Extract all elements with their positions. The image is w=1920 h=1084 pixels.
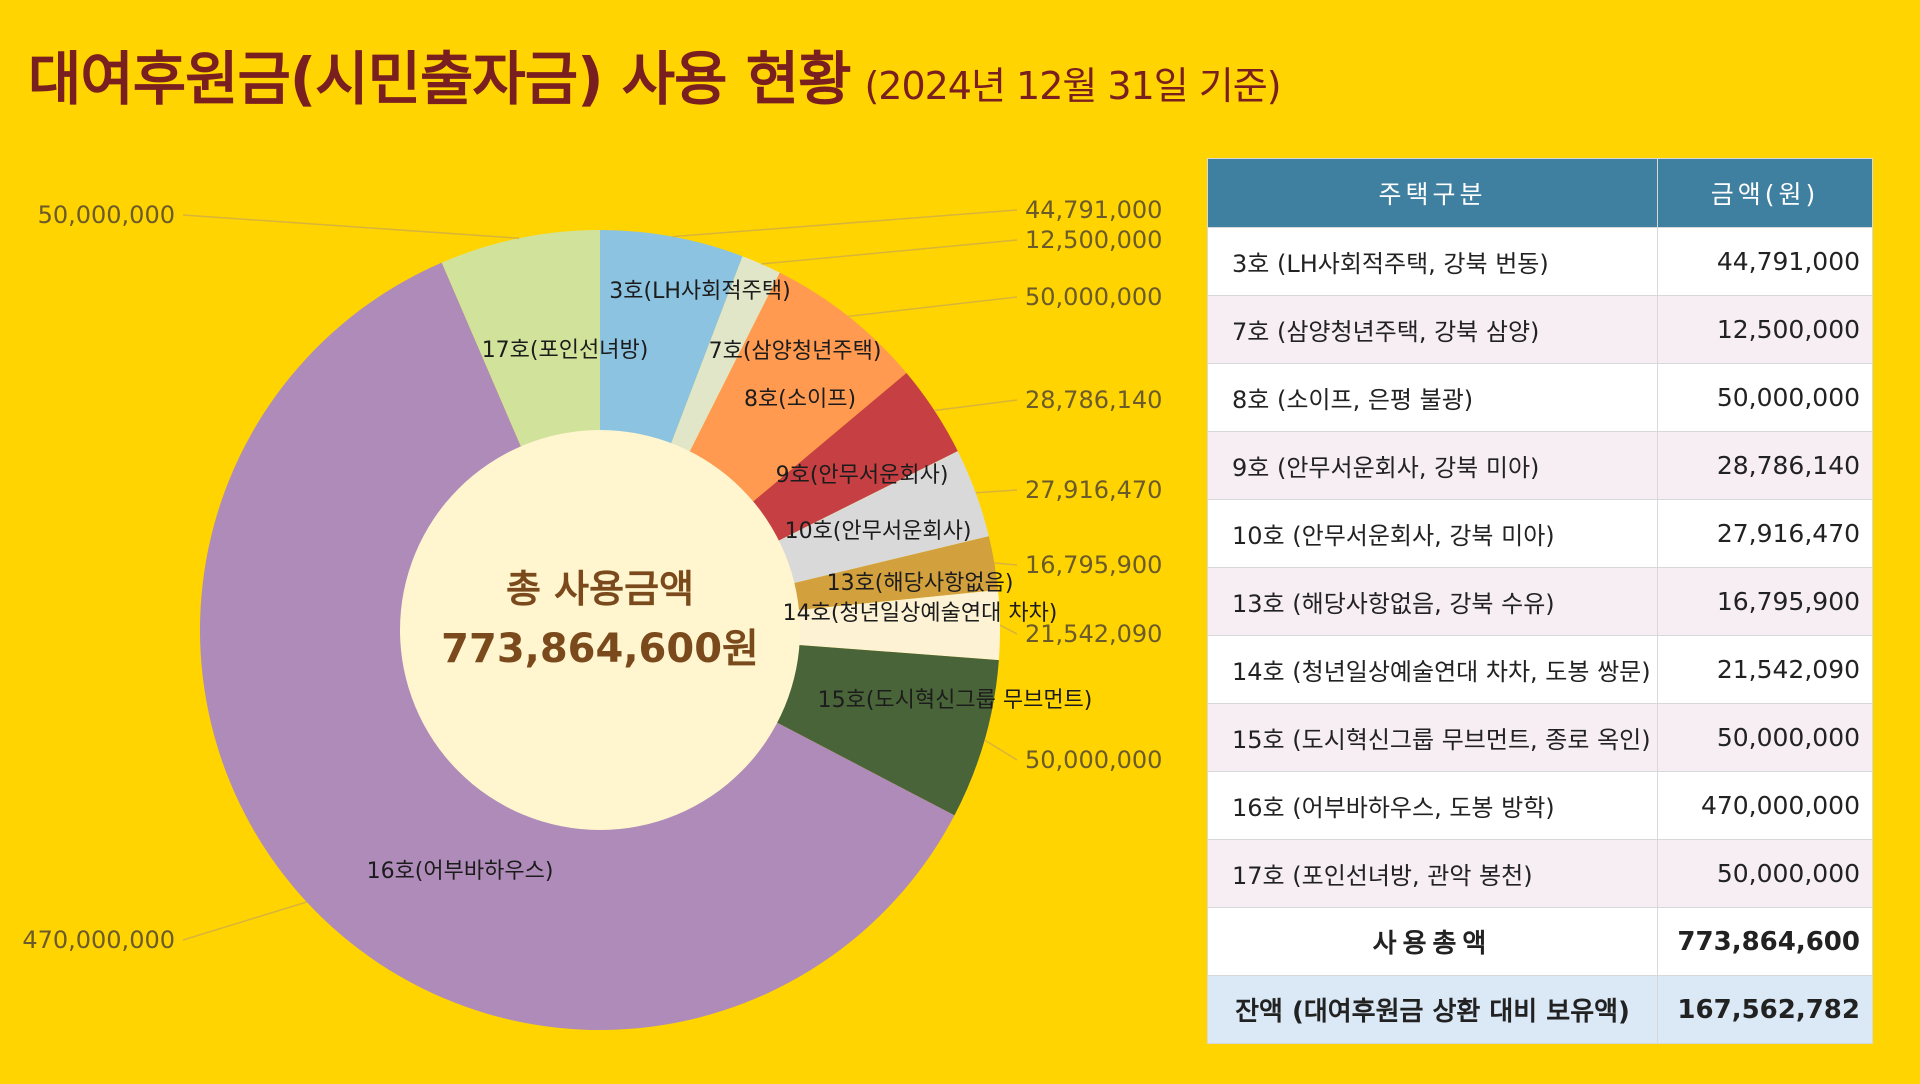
table-header-row: 주택구분 금액(원) (1207, 158, 1873, 228)
value-label: 470,000,000 (22, 926, 175, 954)
value-label: 16,795,900 (1025, 551, 1162, 579)
leader-line (182, 214, 520, 239)
amount-cell: 50,000,000 (1657, 703, 1873, 772)
table-row: 16호 (어부바하우스, 도봉 방학) 470,000,000 (1207, 771, 1873, 840)
leader-line (934, 399, 1018, 412)
table-row: 7호 (삼양청년주택, 강북 삼양) 12,500,000 (1207, 295, 1873, 364)
amount-cell: 50,000,000 (1657, 363, 1873, 432)
header-house-type: 주택구분 (1207, 158, 1658, 228)
house-name-cell: 14호 (청년일상예술연대 차차, 도봉 쌍문) (1207, 635, 1658, 704)
leader-line (984, 739, 1018, 761)
house-name-cell: 3호 (LH사회적주택, 강북 번동) (1207, 227, 1658, 296)
table-row: 3호 (LH사회적주택, 강북 번동) 44,791,000 (1207, 227, 1873, 296)
table-row: 9호 (안무서운회사, 강북 미아) 28,786,140 (1207, 431, 1873, 500)
house-name-cell: 13호 (해당사항없음, 강북 수유) (1207, 567, 1658, 636)
center-value: 773,864,600원 (441, 626, 759, 672)
slice-label: 15호(도시혁신그룹 무브먼트) (818, 688, 1093, 713)
value-label: 21,542,090 (1025, 620, 1162, 648)
leader-line (182, 901, 307, 941)
amount-cell: 27,916,470 (1657, 499, 1873, 568)
amount-cell: 470,000,000 (1657, 771, 1873, 840)
center-label: 총 사용금액 (506, 567, 694, 611)
slice-label: 10호(안무서운회사) (785, 519, 972, 544)
leader-line (761, 239, 1018, 265)
amount-cell: 16,795,900 (1657, 567, 1873, 636)
value-label: 27,916,470 (1025, 476, 1162, 504)
value-label: 44,791,000 (1025, 196, 1162, 224)
leader-line (975, 489, 1018, 494)
table-row: 13호 (해당사항없음, 강북 수유) 16,795,900 (1207, 567, 1873, 636)
leader-line (848, 296, 1018, 318)
slice-label: 14호(청년일상예술연대 차차) (783, 601, 1058, 626)
house-name-cell: 17호 (포인선녀방, 관악 봉천) (1207, 839, 1658, 908)
house-name-cell: 16호 (어부바하우스, 도봉 방학) (1207, 771, 1658, 840)
balance-row: 잔액 (대여후원금 상환 대비 보유액) 167,562,782 (1207, 975, 1873, 1044)
page-title: 대여후원금(시민출자금) 사용 현황 (2024년 12월 31일 기준) (28, 32, 1282, 116)
value-label: 50,000,000 (1025, 746, 1162, 774)
title-subtitle: (2024년 12월 31일 기준) (864, 64, 1281, 108)
value-label: 50,000,000 (1025, 283, 1162, 311)
amount-cell: 28,786,140 (1657, 431, 1873, 500)
table-row: 17호 (포인선녀방, 관악 봉천) 50,000,000 (1207, 839, 1873, 908)
table-row: 15호 (도시혁신그룹 무브먼트, 종로 옥인) 50,000,000 (1207, 703, 1873, 772)
amount-cell: 12,500,000 (1657, 295, 1873, 364)
total-amount: 773,864,600 (1657, 907, 1873, 976)
amount-cell: 50,000,000 (1657, 839, 1873, 908)
table-row: 8호 (소이프, 은평 불광) 50,000,000 (1207, 363, 1873, 432)
table-row: 14호 (청년일상예술연대 차차, 도봉 쌍문) 21,542,090 (1207, 635, 1873, 704)
usage-table: 주택구분 금액(원) 3호 (LH사회적주택, 강북 번동) 44,791,000… (1207, 158, 1873, 1044)
total-row: 사용총액 773,864,600 (1207, 907, 1873, 976)
value-label: 50,000,000 (38, 201, 175, 229)
table-row: 10호 (안무서운회사, 강북 미아) 27,916,470 (1207, 499, 1873, 568)
house-name-cell: 15호 (도시혁신그룹 무브먼트, 종로 옥인) (1207, 703, 1658, 772)
house-name-cell: 9호 (안무서운회사, 강북 미아) (1207, 431, 1658, 500)
house-name-cell: 10호 (안무서운회사, 강북 미아) (1207, 499, 1658, 568)
slice-label: 3호(LH사회적주택) (609, 279, 790, 304)
title-main: 대여후원금(시민출자금) 사용 현황 (28, 45, 851, 113)
house-name-cell: 8호 (소이프, 은평 불광) (1207, 363, 1658, 432)
leader-line (672, 209, 1018, 238)
house-name-cell: 7호 (삼양청년주택, 강북 삼양) (1207, 295, 1658, 364)
slice-label: 13호(해당사항없음) (827, 571, 1014, 596)
leader-line (999, 624, 1018, 635)
balance-label: 잔액 (대여후원금 상환 대비 보유액) (1207, 975, 1658, 1044)
header-amount: 금액(원) (1657, 158, 1873, 228)
balance-amount: 167,562,782 (1657, 975, 1873, 1044)
total-label: 사용총액 (1207, 907, 1658, 976)
leader-line (994, 562, 1018, 566)
slice-label: 9호(안무서운회사) (776, 463, 949, 488)
amount-cell: 44,791,000 (1657, 227, 1873, 296)
slice-label: 7호(삼양청년주택) (709, 339, 882, 364)
amount-cell: 21,542,090 (1657, 635, 1873, 704)
slice-label: 17호(포인선녀방) (482, 338, 649, 363)
value-label: 12,500,000 (1025, 226, 1162, 254)
pie-slice (600, 590, 1000, 661)
value-label: 28,786,140 (1025, 386, 1162, 414)
slice-label: 16호(어부바하우스) (367, 859, 554, 884)
slice-label: 8호(소이프) (744, 387, 856, 412)
donut-center (400, 430, 800, 830)
